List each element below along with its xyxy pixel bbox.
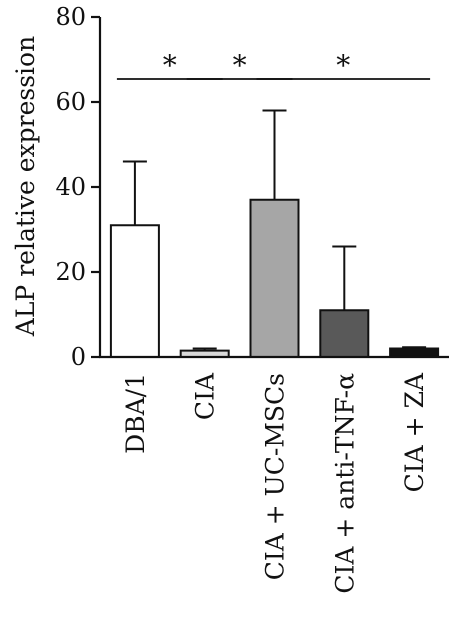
y-ticks: 0 20 40 60 80 <box>55 3 100 371</box>
y-axis-label: ALP relative expression <box>11 36 40 337</box>
x-tick-label: CIA <box>191 372 220 420</box>
bar <box>389 347 440 358</box>
x-tick-labels: DBA/1 CIA CIA + UC-MSCs CIA + anti-TNF-α CIA… <box>121 372 429 594</box>
y-tick-label: 20 <box>55 258 86 286</box>
y-tick-label: 40 <box>55 173 86 201</box>
bar <box>319 309 370 358</box>
y-tick-label: 0 <box>71 343 86 371</box>
x-tick-label: CIA + ZA <box>400 372 429 492</box>
significance-marker: * <box>163 49 177 82</box>
bar <box>249 198 300 358</box>
x-tick-label: DBA/1 <box>121 373 150 454</box>
y-tick-label: 80 <box>55 3 86 31</box>
significance-marker: * <box>336 49 350 82</box>
y-tick-label: 60 <box>55 88 86 116</box>
x-tick-label: CIA + anti-TNF-α <box>330 373 359 594</box>
bars <box>109 109 440 358</box>
x-tick-label: CIA + UC-MSCs <box>261 373 290 580</box>
significance-marker: * <box>233 49 247 82</box>
bar <box>109 224 160 358</box>
significance-brackets: * * * <box>116 49 431 82</box>
